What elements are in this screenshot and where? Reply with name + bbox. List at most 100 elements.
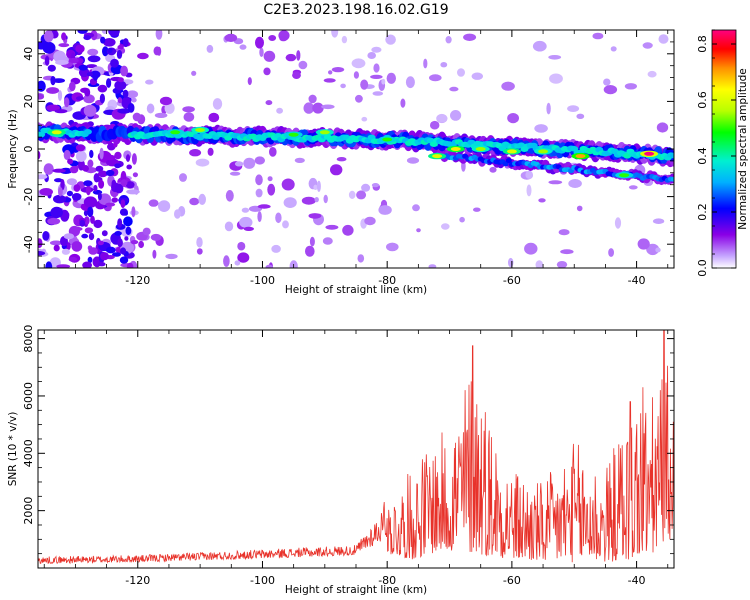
spectrogram-cell [378, 205, 392, 215]
spectrogram-cell [108, 30, 120, 37]
spectrogram-cell [372, 91, 384, 96]
spectrogram-cell [51, 130, 62, 135]
spectrogram-cell [267, 183, 276, 196]
spectrogram-cell [229, 171, 241, 176]
spectrogram-cell [63, 149, 71, 161]
spectrogram-cell [558, 229, 570, 236]
spectrogram-cell [241, 207, 250, 213]
spectrogram-cell [114, 80, 127, 91]
colorbar-tick-label: 0.0 [696, 259, 709, 277]
spectrogram-cell [532, 40, 547, 52]
spectrogram-cell [268, 35, 277, 41]
spectrogram-cell [125, 154, 131, 162]
spectrogram-cell [254, 156, 265, 165]
spectrogram-cell [243, 226, 254, 231]
spectrogram-cell [412, 204, 420, 212]
spectrogram-cell [182, 106, 195, 113]
spectrogram-cell [575, 154, 586, 159]
colorbar-tick-label: 0.8 [696, 35, 709, 53]
spectrogram-cell [110, 58, 119, 68]
spectrogram-cell [440, 61, 448, 68]
spectrogram-cell [83, 210, 89, 217]
spectrogram-cell [78, 64, 88, 71]
spectrogram-cell [83, 94, 95, 104]
x-tick-label: -40 [628, 274, 646, 287]
spectrogram-cell [450, 147, 461, 151]
y-tick-label: 40 [22, 47, 35, 61]
spectrogram-cell [432, 154, 443, 159]
spectrogram-cell [87, 48, 99, 56]
spectrogram-cell [102, 46, 109, 57]
spectrogram-cell [123, 216, 133, 227]
spectrogram-cell [83, 180, 93, 187]
x-tick-label: -120 [125, 574, 150, 587]
spectrogram-cell [323, 194, 328, 204]
spectrogram-cell [263, 50, 276, 62]
spectrogram-cell [38, 238, 43, 248]
spectrogram-cell [122, 89, 129, 98]
spectrogram-ticks: -120 -100 -80 -60 -40 40 20 0 -20 -40 [22, 29, 674, 287]
spectrogram-cell [53, 244, 60, 252]
spectrogram-cell [125, 226, 132, 235]
spectrogram-cell [63, 233, 75, 240]
spectrogram-cell [603, 85, 618, 95]
spectrogram-cell [646, 243, 660, 256]
spectrogram-cell [538, 149, 549, 154]
spectrogram-cell [117, 77, 124, 83]
spectrogram-cell [308, 213, 322, 219]
spectrogram-cell [475, 147, 486, 151]
spectrogram-cell [239, 216, 253, 228]
spectrogram-cell [628, 185, 638, 190]
spectrogram-cell [75, 144, 86, 152]
spectrogram-cell [153, 46, 161, 56]
spectrogram-cell [66, 178, 77, 186]
spectrogram-cell [507, 113, 519, 124]
spectrogram-cell [179, 173, 187, 182]
spectrogram-cell [103, 154, 117, 161]
spectrogram-cell [165, 253, 178, 260]
spectrogram-cell [535, 260, 544, 268]
spectrogram-cell [54, 109, 68, 114]
spectrogram-cell [52, 78, 65, 83]
colorbar-gradient [712, 30, 736, 268]
spectrogram-cell [508, 257, 514, 268]
spectrogram-cell [100, 36, 106, 44]
colorbar-tick-label: 0.4 [696, 147, 709, 165]
spectrogram-cell [47, 217, 61, 225]
spectrogram-cell [275, 212, 282, 224]
spectrogram-cell [42, 41, 56, 54]
spectrogram-cell [400, 98, 406, 108]
spectrogram-cell [99, 93, 105, 104]
spectrogram-cell [373, 63, 380, 73]
spectrogram-cell [46, 87, 60, 94]
spectrogram-cell [385, 34, 396, 45]
spectrogram-cell [330, 164, 343, 176]
spectrogram-cell [132, 112, 142, 122]
spectrogram-cell [89, 149, 94, 159]
spectrogram-panel: -120 -100 -80 -60 -40 40 20 0 -20 -40 Height of s… [7, 29, 675, 296]
spectrogram-cell [81, 233, 89, 239]
spectrogram-cell [294, 157, 305, 163]
colorbar-label: Normalized spectral amplitude [737, 68, 749, 229]
spectrogram-cell [123, 211, 128, 216]
spectrogram-cell [576, 113, 585, 120]
spectrogram-cell [321, 104, 335, 110]
spectrogram-cell [69, 81, 76, 92]
spectrogram-cell [568, 179, 582, 188]
spectrogram-cell [44, 55, 50, 66]
spectrogram-cell [355, 94, 363, 103]
spectrogram-cell [195, 128, 206, 132]
spectrogram-cell [269, 147, 277, 157]
x-tick-label: -40 [628, 574, 646, 587]
spectrogram-cell [463, 33, 477, 41]
spectrogram-cell [282, 220, 289, 229]
spectrogram-cell [340, 83, 346, 89]
spectrogram-cell [255, 188, 263, 198]
y-tick-label: -20 [22, 188, 35, 206]
x-tick-label: -60 [503, 574, 521, 587]
spectrogram-cell [116, 49, 123, 59]
snr-x-label: Height of straight line (km) [285, 584, 427, 596]
spectrogram-cell [45, 261, 53, 268]
spectrogram-cell [84, 88, 91, 97]
spectrogram-cell [103, 38, 116, 47]
